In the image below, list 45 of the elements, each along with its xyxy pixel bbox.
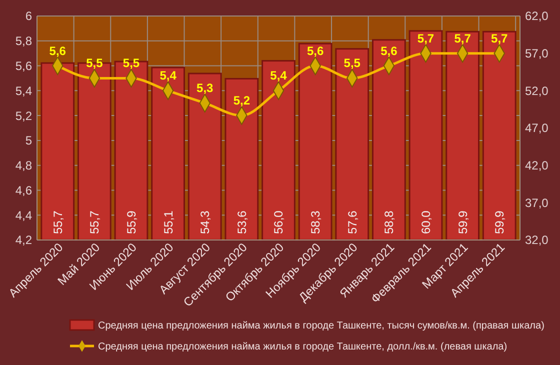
y2-tick-label: 52,0 xyxy=(525,84,549,98)
y-tick-label: 5,2 xyxy=(15,108,32,123)
y-tick-label: 4,6 xyxy=(15,183,32,198)
y2-tick-label: 32,0 xyxy=(525,233,549,248)
data-label: 5,6 xyxy=(380,44,398,58)
data-label: 59,9 xyxy=(492,210,507,234)
data-label: 55,7 xyxy=(88,210,102,234)
data-label: 57,6 xyxy=(345,210,360,234)
y-tick-label: 5 xyxy=(25,134,32,148)
data-label: 5,7 xyxy=(454,31,472,46)
y2-tick-label: 47,0 xyxy=(525,121,549,136)
y-tick-label: 5,6 xyxy=(15,58,32,73)
legend-label: Средняя цена предложения найма жилья в городе Ташкенте, тысяч сумов/кв.м. (правая шкала) xyxy=(98,320,544,332)
data-label: 60,0 xyxy=(418,210,433,234)
y2-tick-label: 62,0 xyxy=(525,9,549,24)
data-label: 5,6 xyxy=(306,44,324,58)
data-label: 59,9 xyxy=(456,210,470,234)
data-label: 5,4 xyxy=(270,68,288,83)
data-label: 5,5 xyxy=(86,56,104,70)
y2-tick-label: 37,0 xyxy=(525,196,549,210)
data-label: 5,3 xyxy=(196,81,214,96)
data-label: 5,5 xyxy=(344,56,361,70)
data-label: 5,7 xyxy=(417,31,434,46)
y-tick-label: 5,8 xyxy=(15,34,32,48)
data-label: 5,6 xyxy=(49,44,66,58)
data-label: 5,7 xyxy=(491,31,508,46)
data-label: 5,5 xyxy=(122,56,140,70)
y-tick-label: 4,4 xyxy=(15,208,32,222)
y2-tick-label: 42,0 xyxy=(525,158,549,173)
y-tick-label: 4,2 xyxy=(15,233,32,248)
legend-label: Средняя цена предложения найма жилья в городе Ташкенте, долл./кв.м. (левая шкала) xyxy=(98,342,508,352)
data-label: 5,2 xyxy=(233,94,250,108)
data-label: 5,4 xyxy=(160,68,177,83)
data-label: 55,1 xyxy=(161,210,176,234)
y2-tick-label: 57,0 xyxy=(525,46,549,61)
y-tick-label: 6 xyxy=(25,9,32,24)
data-label: 58,3 xyxy=(308,210,323,234)
y-tick-label: 5,4 xyxy=(15,84,32,98)
data-label: 55,9 xyxy=(124,210,138,234)
data-label: 56,0 xyxy=(272,210,286,234)
data-label: 54,3 xyxy=(198,210,212,234)
data-label: 55,7 xyxy=(50,210,65,234)
y-tick-label: 4,8 xyxy=(15,158,32,173)
data-label: 53,6 xyxy=(234,210,249,234)
data-label: 58,8 xyxy=(382,210,396,234)
